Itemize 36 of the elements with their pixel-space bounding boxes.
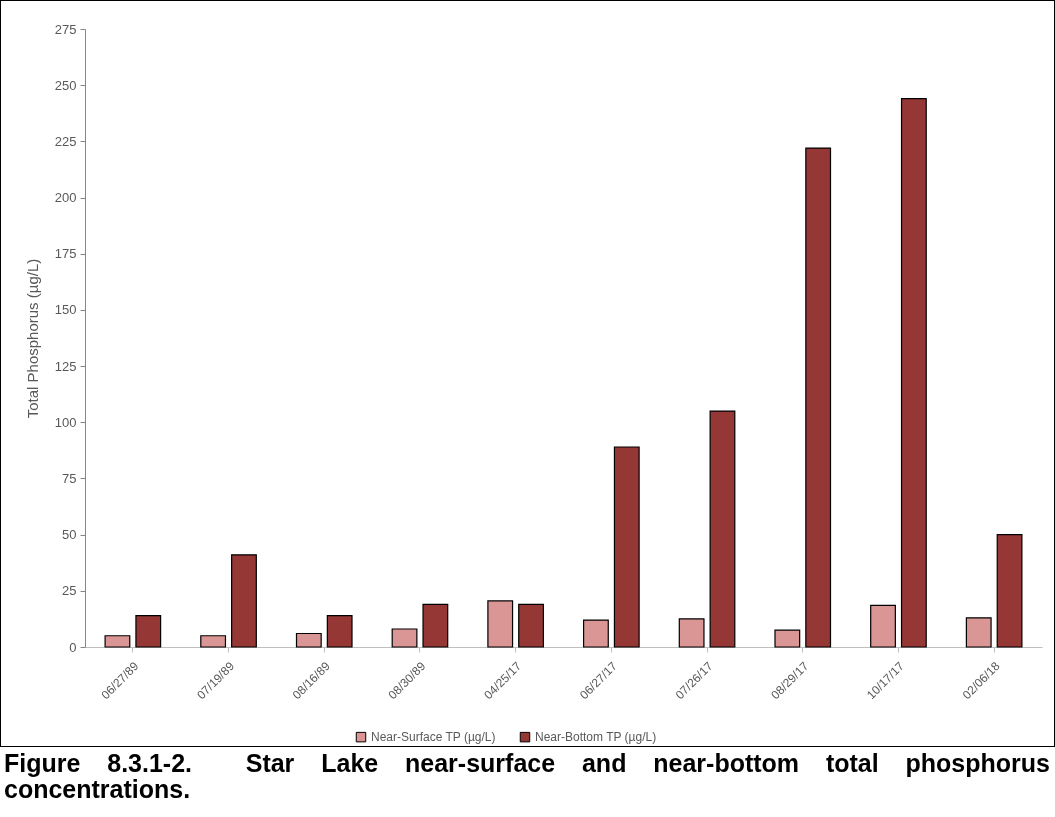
- y-tick-label: 75: [62, 470, 77, 486]
- bar: [135, 614, 162, 648]
- bar: [900, 98, 927, 648]
- y-tick-label: 0: [69, 639, 77, 655]
- bar: [613, 446, 640, 648]
- bar: [391, 628, 418, 648]
- text: Figure 8.3.1-2. Star Lake near-surface and near-bottom total phosphorus concentrations.: [4, 749, 1050, 803]
- bar: [200, 635, 227, 648]
- bar: [996, 534, 1023, 648]
- legend-label: Near-Bottom TP (µg/L): [535, 730, 657, 745]
- y-tick-label: 125: [54, 358, 77, 374]
- y-tick-label: 175: [54, 246, 77, 262]
- bar: [487, 600, 514, 648]
- bar: [774, 629, 801, 648]
- bar: [326, 614, 353, 648]
- y-tick-label: 100: [54, 414, 77, 430]
- bar: [965, 617, 992, 648]
- y-tick-label: 25: [62, 583, 77, 599]
- y-axis-title: Total Phosphorus (µg/L): [23, 258, 41, 419]
- y-tick-label: 250: [54, 77, 77, 93]
- bar: [518, 603, 544, 648]
- bar: [583, 619, 609, 648]
- y-tick-label: 200: [54, 190, 77, 206]
- y-tick-label: 50: [62, 527, 77, 543]
- bar: [709, 410, 736, 648]
- bar: [295, 632, 322, 648]
- bar: [422, 603, 449, 648]
- y-tick-label: 225: [54, 133, 77, 149]
- bar: [805, 147, 832, 648]
- bar: [231, 554, 257, 648]
- bar: [104, 635, 131, 648]
- bar: [870, 604, 896, 648]
- bar: [678, 618, 705, 648]
- legend-label: Near-Surface TP (µg/L): [371, 730, 496, 745]
- y-tick-label: 150: [54, 302, 77, 318]
- y-tick-label: 275: [54, 21, 77, 37]
